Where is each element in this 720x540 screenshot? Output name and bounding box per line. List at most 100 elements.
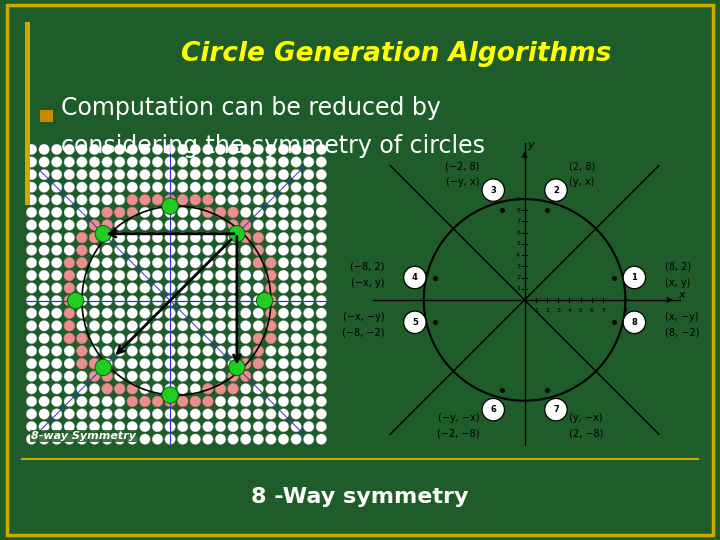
Circle shape xyxy=(228,194,238,205)
Circle shape xyxy=(165,308,176,319)
Circle shape xyxy=(114,308,125,319)
Circle shape xyxy=(102,182,112,192)
Circle shape xyxy=(51,220,62,230)
Circle shape xyxy=(39,207,50,218)
Circle shape xyxy=(303,170,314,180)
Circle shape xyxy=(140,144,150,154)
Circle shape xyxy=(240,308,251,319)
Circle shape xyxy=(177,383,188,394)
Text: 7: 7 xyxy=(516,219,520,224)
Circle shape xyxy=(152,396,163,407)
Circle shape xyxy=(278,270,289,281)
Circle shape xyxy=(240,270,251,281)
Circle shape xyxy=(190,232,201,243)
Circle shape xyxy=(89,207,100,218)
Circle shape xyxy=(64,321,75,331)
Circle shape xyxy=(114,383,125,394)
Circle shape xyxy=(190,258,201,268)
Text: (−8, −2): (−8, −2) xyxy=(342,328,384,338)
Circle shape xyxy=(253,245,264,255)
Circle shape xyxy=(140,333,150,343)
Circle shape xyxy=(102,144,112,154)
Circle shape xyxy=(202,321,213,331)
Circle shape xyxy=(253,321,264,331)
Circle shape xyxy=(202,333,213,343)
Circle shape xyxy=(102,232,112,243)
Circle shape xyxy=(152,194,163,205)
Circle shape xyxy=(278,157,289,167)
Circle shape xyxy=(228,333,238,343)
Circle shape xyxy=(266,333,276,343)
Circle shape xyxy=(228,270,238,281)
Circle shape xyxy=(291,157,302,167)
Circle shape xyxy=(76,170,87,180)
Circle shape xyxy=(266,258,276,268)
Circle shape xyxy=(215,182,226,192)
Circle shape xyxy=(177,182,188,192)
Circle shape xyxy=(152,346,163,356)
Circle shape xyxy=(76,371,87,381)
Circle shape xyxy=(102,396,112,407)
Circle shape xyxy=(253,359,264,369)
Circle shape xyxy=(316,182,327,192)
Circle shape xyxy=(64,308,75,319)
Circle shape xyxy=(291,409,302,419)
Circle shape xyxy=(228,144,238,154)
Circle shape xyxy=(127,359,138,369)
Circle shape xyxy=(165,421,176,432)
Circle shape xyxy=(39,144,50,154)
Circle shape xyxy=(228,295,238,306)
Circle shape xyxy=(64,283,75,293)
Circle shape xyxy=(165,359,176,369)
Circle shape xyxy=(215,333,226,343)
Circle shape xyxy=(64,346,75,356)
Circle shape xyxy=(215,144,226,154)
Circle shape xyxy=(278,258,289,268)
Circle shape xyxy=(152,258,163,268)
Circle shape xyxy=(64,270,75,281)
Circle shape xyxy=(114,333,125,343)
Circle shape xyxy=(404,311,426,334)
Circle shape xyxy=(89,396,100,407)
Circle shape xyxy=(165,396,176,407)
Circle shape xyxy=(190,245,201,255)
Circle shape xyxy=(64,359,75,369)
Circle shape xyxy=(76,144,87,154)
Circle shape xyxy=(102,346,112,356)
Circle shape xyxy=(202,207,213,218)
Circle shape xyxy=(114,359,125,369)
Circle shape xyxy=(152,170,163,180)
Circle shape xyxy=(39,346,50,356)
Text: 9: 9 xyxy=(624,308,627,313)
Circle shape xyxy=(303,258,314,268)
Circle shape xyxy=(253,258,264,268)
Circle shape xyxy=(64,207,75,218)
Circle shape xyxy=(127,383,138,394)
Circle shape xyxy=(253,434,264,444)
Circle shape xyxy=(291,371,302,381)
Circle shape xyxy=(76,295,87,306)
Circle shape xyxy=(291,245,302,255)
Circle shape xyxy=(177,396,188,407)
Circle shape xyxy=(51,194,62,205)
Circle shape xyxy=(127,396,138,407)
Circle shape xyxy=(202,270,213,281)
Circle shape xyxy=(127,194,138,205)
Circle shape xyxy=(202,194,213,205)
Circle shape xyxy=(127,371,138,381)
Circle shape xyxy=(190,170,201,180)
Circle shape xyxy=(152,245,163,255)
Circle shape xyxy=(240,283,251,293)
Circle shape xyxy=(140,409,150,419)
Circle shape xyxy=(266,308,276,319)
Circle shape xyxy=(114,144,125,154)
Circle shape xyxy=(303,182,314,192)
Text: 8: 8 xyxy=(516,208,520,213)
Circle shape xyxy=(278,194,289,205)
Circle shape xyxy=(202,157,213,167)
Text: considering the symmetry of circles: considering the symmetry of circles xyxy=(61,134,485,158)
Circle shape xyxy=(162,387,179,403)
Circle shape xyxy=(51,170,62,180)
Circle shape xyxy=(165,396,176,407)
Circle shape xyxy=(228,371,238,381)
